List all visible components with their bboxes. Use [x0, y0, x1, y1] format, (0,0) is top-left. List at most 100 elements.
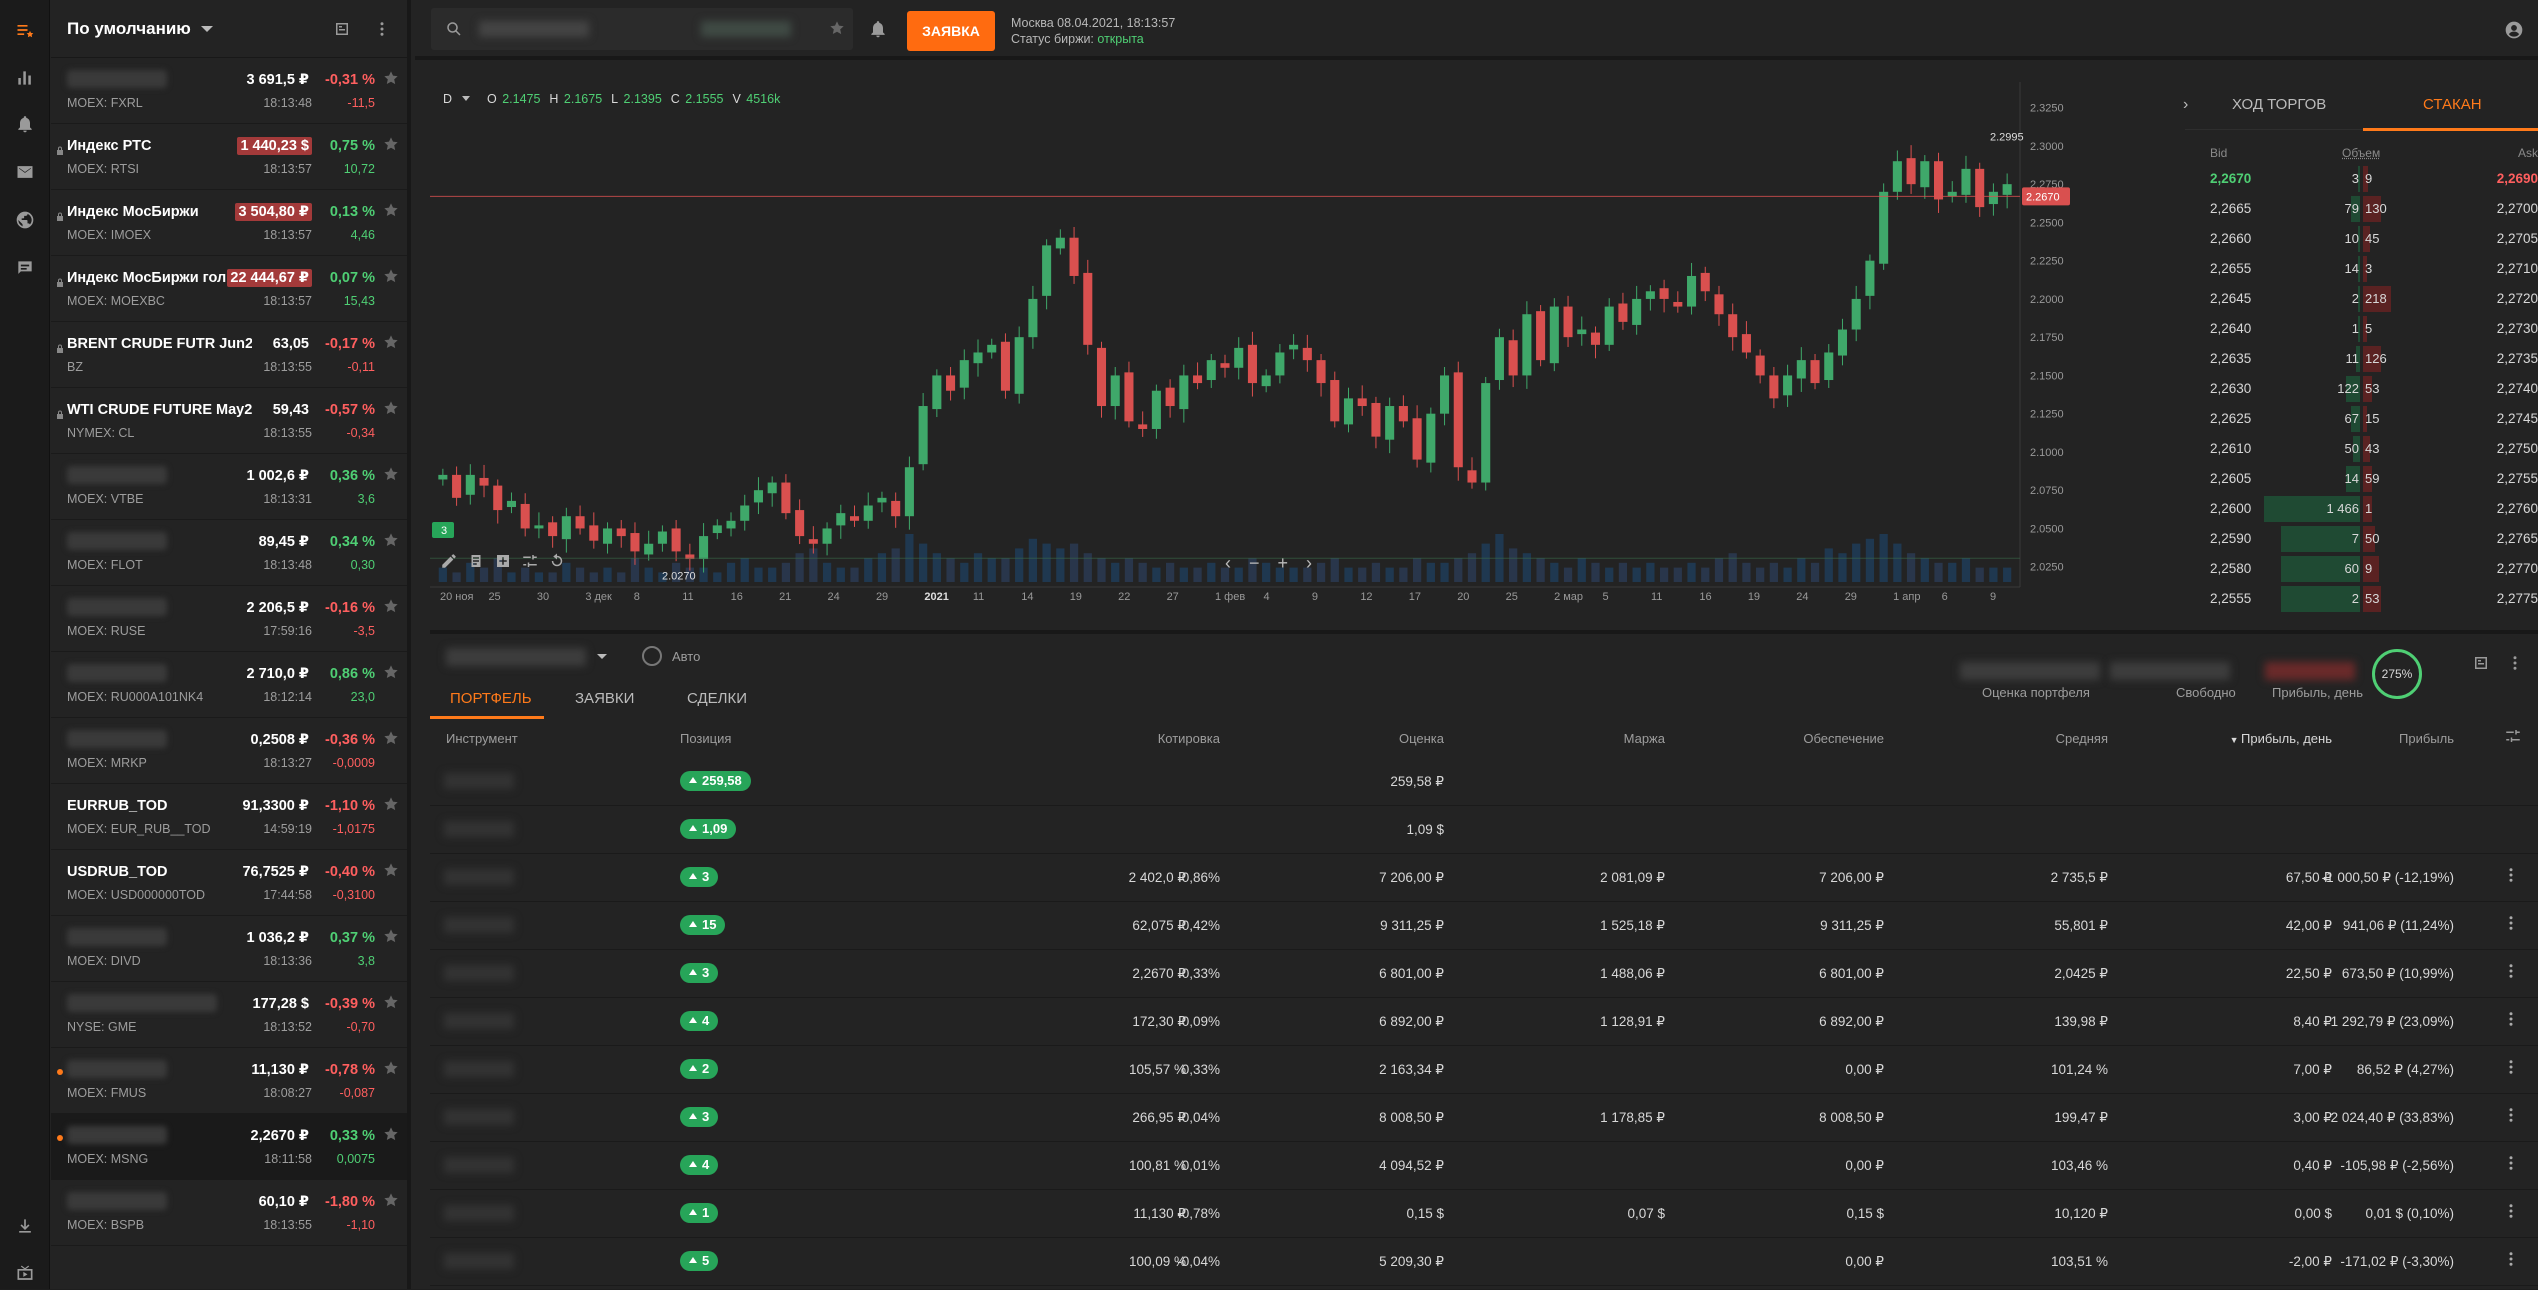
candle-body[interactable] — [1893, 161, 1902, 192]
search-input[interactable] — [431, 8, 853, 50]
candle-body[interactable] — [823, 528, 832, 543]
zoom-out-icon[interactable]: − — [1249, 553, 1260, 574]
table-row[interactable]: 5 100,09 % 5 209,30 ₽0,00 ₽103,51 % -2,00 ₽… — [430, 1238, 2538, 1286]
candle-body[interactable] — [576, 516, 585, 528]
candle-body[interactable] — [617, 528, 626, 536]
candle-body[interactable] — [548, 522, 557, 536]
candle-body[interactable] — [1811, 360, 1820, 383]
compact-view-icon[interactable] — [2472, 654, 2490, 675]
col-margin[interactable]: Маржа — [1624, 731, 1665, 746]
candle-body[interactable] — [534, 525, 543, 528]
candle-body[interactable] — [1207, 360, 1216, 380]
candle-body[interactable] — [1303, 348, 1312, 360]
candle-body[interactable] — [1467, 470, 1476, 482]
star-icon[interactable] — [383, 334, 401, 352]
order-book-row[interactable]: 2,2625 67 15 2,2745 — [2185, 404, 2538, 434]
settings-sliders-icon[interactable] — [521, 552, 539, 573]
candle-body[interactable] — [1536, 311, 1545, 360]
more-vertical-icon[interactable] — [2502, 962, 2520, 983]
star-icon[interactable] — [383, 400, 401, 418]
col-quote[interactable]: Котировка — [1158, 731, 1220, 746]
candle-body[interactable] — [479, 478, 488, 486]
candle-body[interactable] — [630, 533, 639, 551]
col-value[interactable]: Оценка — [1399, 731, 1444, 746]
candle-body[interactable] — [781, 483, 790, 514]
candle-body[interactable] — [466, 475, 475, 495]
watchlist-item[interactable]: MOEX: BSPB 60,10 ₽ 18:13:55 -1,80 % -1,10 — [51, 1180, 407, 1246]
chevron-down-icon[interactable] — [597, 654, 607, 659]
watchlist-item[interactable]: Индекс МосБиржи MOEX: IMOEX 3 504,80 ₽18:1… — [51, 190, 407, 256]
auto-toggle-icon[interactable] — [642, 646, 662, 666]
candle-body[interactable] — [946, 375, 955, 390]
candle-body[interactable] — [644, 544, 653, 555]
star-icon[interactable] — [383, 532, 401, 550]
column-settings-icon[interactable] — [2504, 727, 2522, 748]
candle-body[interactable] — [1907, 158, 1916, 184]
candle-body[interactable] — [1083, 273, 1092, 345]
alert-bell-icon[interactable] — [868, 19, 888, 42]
watchlist-item[interactable]: USDRUB_TOD MOEX: USD000000TOD 76,7525 ₽ 17:… — [51, 850, 407, 916]
order-button[interactable]: ЗАЯВКА — [907, 11, 995, 51]
candle-body[interactable] — [1824, 352, 1833, 380]
order-book-row[interactable]: 2,2670 3 9 2,2690 — [2185, 164, 2538, 194]
order-book-row[interactable]: 2,2555 2 53 2,2775 — [2185, 584, 2538, 614]
candle-body[interactable] — [960, 360, 969, 388]
star-icon[interactable] — [383, 136, 401, 154]
candle-body[interactable] — [521, 504, 530, 528]
col-instrument[interactable]: Инструмент — [446, 731, 518, 746]
compact-view-icon[interactable] — [331, 18, 353, 40]
add-indicator-icon[interactable] — [494, 552, 512, 573]
order-book-row[interactable]: 2,2660 10 45 2,2705 — [2185, 224, 2538, 254]
candle-body[interactable] — [1385, 406, 1394, 440]
candle-body[interactable] — [1028, 299, 1037, 337]
candle-body[interactable] — [877, 498, 886, 503]
watchlist-item[interactable]: MOEX: FLOT 89,45 ₽18:13:48 0,34 % 0,30 — [51, 520, 407, 586]
watchlist-item[interactable]: NYSE: GME 177,28 $18:13:52 -0,39 % -0,70 — [51, 982, 407, 1048]
watchlist-item[interactable]: EURRUB_TOD MOEX: EUR_RUB__TOD 91,3300 ₽14:… — [51, 784, 407, 850]
candle-body[interactable] — [1660, 288, 1669, 299]
candle-body[interactable] — [973, 352, 982, 363]
more-vertical-icon[interactable] — [2502, 1250, 2520, 1271]
order-book-row[interactable]: 2,2580 60 9 2,2770 — [2185, 554, 2538, 584]
watchlist-item[interactable]: MOEX: FXRL 3 691,5 ₽18:13:48 -0,31 % -11,5 — [51, 58, 407, 124]
table-row[interactable]: 3 266,95 ₽8 008,50 ₽1 178,85 ₽8 008,50 ₽1… — [430, 1094, 2538, 1142]
more-vertical-icon[interactable] — [2502, 1058, 2520, 1079]
more-vertical-icon[interactable] — [2502, 1202, 2520, 1223]
star-icon[interactable] — [383, 928, 401, 946]
notifications-icon[interactable] — [9, 108, 41, 140]
candle-body[interactable] — [1289, 345, 1298, 350]
candle-body[interactable] — [1166, 388, 1175, 406]
tab-portfolio[interactable]: ПОРТФЕЛЬ — [450, 690, 532, 707]
candle-body[interactable] — [1852, 299, 1861, 330]
candle-body[interactable] — [850, 516, 859, 521]
table-row[interactable]: 32 402,0 ₽7 206,00 ₽2 081,09 ₽7 206,00 ₽… — [430, 854, 2538, 902]
candle-body[interactable] — [836, 513, 845, 525]
candle-body[interactable] — [1934, 161, 1943, 199]
mail-icon[interactable] — [9, 156, 41, 188]
more-vertical-icon[interactable] — [2502, 1106, 2520, 1127]
candle-body[interactable] — [1495, 337, 1504, 380]
candle-body[interactable] — [891, 501, 900, 516]
candle-body[interactable] — [713, 525, 722, 533]
candle-body[interactable] — [2003, 184, 2012, 195]
candle-body[interactable] — [1220, 363, 1229, 368]
candle-body[interactable] — [1426, 414, 1435, 463]
download-icon[interactable] — [9, 1210, 41, 1242]
table-row[interactable]: 2 105,57 % 2 163,34 ₽ 0,00 ₽ 101,24 % 7,00 ₽ 8… — [430, 1046, 2538, 1094]
watchlist-item[interactable]: Индекс РТС MOEX: RTSI 1 440,23 $ 18:13:57 0,… — [51, 124, 407, 190]
candle-body[interactable] — [603, 528, 612, 543]
candle-body[interactable] — [1564, 307, 1573, 338]
order-book-row[interactable]: 2,2605 14 59 2,2755 — [2185, 464, 2538, 494]
watchlist-item[interactable]: MOEX: MSNG 2,2670 ₽ 18:11:58 0,33 % 0,0075 — [51, 1114, 407, 1180]
volume-column-header[interactable]: Объем — [2342, 146, 2380, 160]
candle-body[interactable] — [1152, 391, 1161, 429]
candle-body[interactable] — [726, 521, 735, 529]
order-book-row[interactable]: 2,2630 122 53 2,2740 — [2185, 374, 2538, 404]
star-icon[interactable] — [383, 1126, 401, 1144]
watchlist-item[interactable]: MOEX: DIVD 1 036,2 ₽18:13:36 0,37 % 3,8 — [51, 916, 407, 982]
table-row[interactable]: 15 62,075 ₽ 9 311,25 ₽ 1 525,18 ₽ 9 311,25 ₽… — [430, 902, 2538, 950]
candle-body[interactable] — [1756, 356, 1765, 376]
tab-trades[interactable]: СДЕЛКИ — [687, 690, 747, 707]
order-book-row[interactable]: 2,2665 79 130 2,2700 — [2185, 194, 2538, 224]
col-average[interactable]: Средняя — [2056, 731, 2108, 746]
